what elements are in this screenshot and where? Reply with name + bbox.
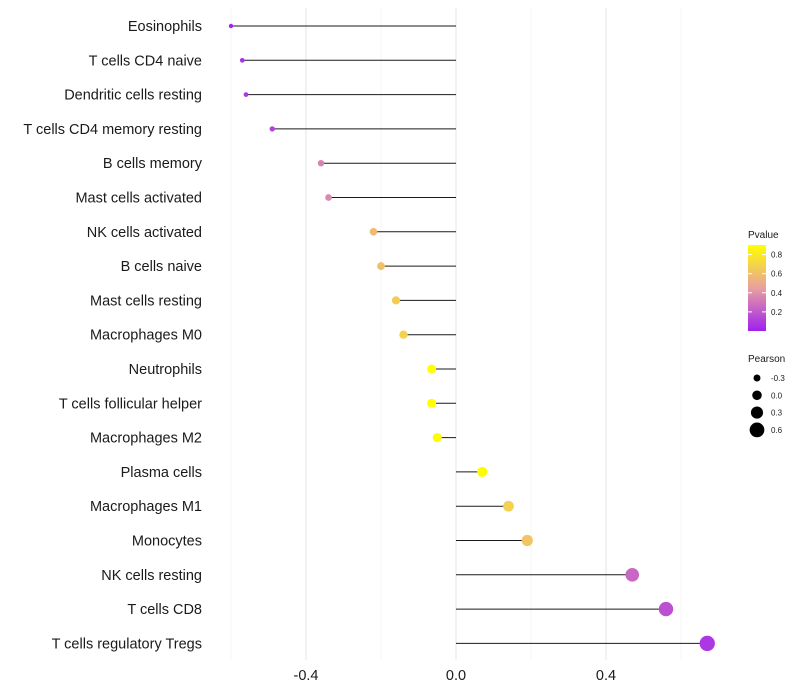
- lollipop-point: [325, 194, 332, 201]
- lollipop-point: [427, 364, 437, 374]
- lollipop-point: [243, 92, 249, 97]
- category-label: T cells follicular helper: [59, 396, 202, 412]
- stem-layer: [231, 25, 708, 644]
- size-legend-label: 0.6: [771, 426, 783, 435]
- lollipop-point: [477, 466, 488, 477]
- category-label: NK cells activated: [87, 225, 202, 241]
- size-legend-key: [750, 406, 764, 419]
- category-label: Macrophages M0: [90, 328, 202, 344]
- colorbar-tick-label: 0.4: [771, 289, 783, 298]
- pvalue-legend-title: Pvalue: [748, 230, 779, 241]
- x-tick-label: 0.4: [596, 668, 616, 684]
- lollipop-point: [369, 227, 378, 236]
- category-label: Monocytes: [132, 534, 202, 550]
- category-label: Macrophages M2: [90, 431, 202, 447]
- grid-layer: [230, 8, 682, 660]
- lollipop-point: [399, 330, 408, 339]
- lollipop-point: [521, 534, 533, 547]
- x-tick-label: -0.4: [294, 668, 319, 684]
- size-legend-key: [752, 390, 762, 401]
- colorbar-tick-label: 0.6: [771, 270, 783, 279]
- size-legend-label: 0.3: [771, 409, 783, 418]
- category-label: T cells regulatory Tregs: [52, 636, 202, 652]
- lollipop-point: [269, 126, 275, 132]
- x-axis-ticks: -0.4 0.0 0.4: [294, 668, 617, 684]
- category-label: Eosinophils: [128, 19, 202, 35]
- lollipop-point: [239, 57, 245, 63]
- pearson-legend-title: Pearson: [748, 354, 785, 365]
- pvalue-legend: Pvalue 0.8 0.6 0.4 0.2: [748, 230, 783, 331]
- size-legend-key: [749, 422, 765, 438]
- lollipop-point: [317, 159, 325, 167]
- category-label: B cells naive: [121, 259, 202, 275]
- category-label: T cells CD4 naive: [89, 53, 202, 69]
- category-label: T cells CD8: [127, 602, 202, 618]
- category-labels: Eosinophils T cells CD4 naive Dendritic ce…: [23, 19, 202, 652]
- lollipop-point: [432, 433, 442, 443]
- category-label: Dendritic cells resting: [64, 88, 202, 104]
- colorbar-tick-label: 0.2: [771, 308, 783, 317]
- x-tick-label: 0.0: [446, 668, 466, 684]
- lollipop-point: [699, 635, 715, 652]
- pearson-legend: Pearson -0.3 0.0 0.3 0.6: [748, 354, 785, 438]
- lollipop-point: [503, 500, 514, 512]
- dot-layer: [228, 23, 715, 652]
- category-label: T cells CD4 memory resting: [23, 122, 202, 138]
- category-label: Neutrophils: [129, 362, 202, 378]
- size-legend-label: -0.3: [771, 374, 785, 383]
- lollipop-point: [228, 23, 234, 29]
- category-label: Macrophages M1: [90, 499, 202, 515]
- lollipop-point: [658, 601, 674, 617]
- lollipop-point: [625, 567, 640, 582]
- category-label: NK cells resting: [101, 568, 202, 584]
- colorbar-tick-label: 0.8: [771, 251, 783, 260]
- category-label: Mast cells resting: [90, 293, 202, 309]
- size-legend-key: [753, 374, 761, 382]
- category-label: Mast cells activated: [75, 191, 202, 207]
- lollipop-point: [391, 296, 401, 305]
- lollipop-point: [377, 262, 385, 271]
- category-label: B cells memory: [103, 156, 203, 172]
- lollipop-point: [427, 398, 437, 408]
- size-legend-label: 0.0: [771, 391, 783, 400]
- category-label: Plasma cells: [121, 465, 202, 481]
- pvalue-colorbar: [748, 245, 766, 331]
